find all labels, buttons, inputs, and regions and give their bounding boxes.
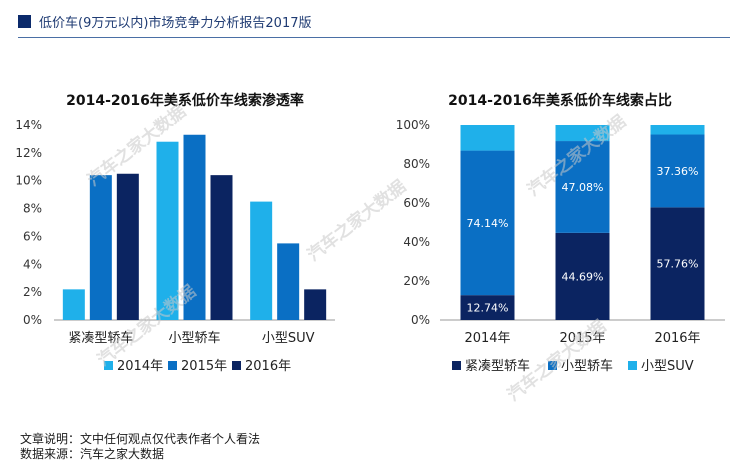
y-tick-label: 2% — [23, 285, 42, 299]
legend-label: 小型SUV — [641, 359, 694, 374]
x-tick-label: 小型轿车 — [168, 330, 220, 346]
x-tick-label: 2016年 — [654, 331, 700, 346]
header-square-icon — [18, 14, 31, 28]
legend-label: 紧凑型轿车 — [465, 358, 530, 374]
legend-swatch — [168, 361, 177, 370]
bar — [210, 175, 233, 320]
legend-swatch — [452, 361, 461, 370]
bar — [62, 289, 85, 320]
stacked-bar-segment — [555, 232, 610, 320]
watermark-text: 汽车之家大数据 — [303, 176, 410, 266]
data-label: 44.69% — [562, 270, 604, 283]
data-label: 12.74% — [467, 302, 509, 315]
data-label: 37.36% — [657, 165, 699, 178]
data-label: 47.08% — [562, 181, 604, 194]
x-tick-label: 2015年 — [559, 331, 605, 346]
x-tick-label: 小型SUV — [262, 331, 315, 346]
bar — [183, 134, 206, 320]
footer-note: 文章说明：文中任何观点仅代表作者个人看法 — [20, 432, 261, 446]
y-tick-label: 100% — [396, 118, 430, 132]
stacked-bar-segment — [555, 125, 610, 142]
y-tick-label: 0% — [411, 313, 430, 327]
legend-label: 2015年 — [181, 359, 227, 374]
bar — [304, 289, 327, 320]
chart-2-title: 2014-2016年美系低价车线索占比 — [448, 93, 672, 109]
chart-1-title: 2014-2016年美系低价车线索渗透率 — [66, 93, 304, 109]
y-tick-label: 0% — [23, 313, 42, 327]
y-tick-label: 4% — [23, 257, 42, 271]
stacked-bar-segment — [460, 295, 515, 320]
y-tick-label: 8% — [23, 202, 42, 216]
data-label: 57.76% — [657, 258, 699, 271]
y-tick-label: 20% — [403, 274, 430, 288]
x-tick-label: 2014年 — [464, 331, 510, 346]
header-divider — [18, 37, 730, 38]
y-tick-label: 40% — [403, 235, 430, 249]
report-header: 低价车(9万元以内)市场竞争力分析报告2017版 — [18, 10, 312, 32]
y-tick-label: 10% — [15, 174, 42, 188]
legend-label: 2016年 — [245, 359, 291, 374]
y-tick-label: 60% — [403, 196, 430, 210]
bar — [250, 201, 273, 320]
bar — [277, 243, 300, 320]
y-tick-label: 14% — [15, 118, 42, 132]
footer-source: 数据来源：汽车之家大数据 — [20, 447, 165, 461]
x-tick-label: 紧凑型轿车 — [68, 330, 133, 346]
y-tick-label: 12% — [15, 146, 42, 160]
legend-swatch — [104, 361, 113, 370]
stacked-bar-segment — [650, 125, 705, 135]
y-tick-label: 6% — [23, 229, 42, 243]
data-label: 74.14% — [467, 217, 509, 230]
bar — [89, 175, 112, 320]
stacked-bar-segment — [555, 141, 610, 233]
stacked-bar-segment — [460, 125, 515, 151]
stacked-bar-segment — [460, 150, 515, 296]
stacked-bar-segment — [650, 134, 705, 208]
legend-swatch — [232, 361, 241, 370]
bar — [116, 173, 139, 320]
y-tick-label: 80% — [403, 157, 430, 171]
legend-label: 小型轿车 — [561, 358, 613, 374]
legend-swatch — [548, 361, 557, 370]
report-title: 低价车(9万元以内)市场竞争力分析报告2017版 — [39, 15, 312, 31]
stacked-bar-segment — [650, 207, 705, 320]
bar — [156, 141, 179, 320]
legend-label: 2014年 — [117, 359, 163, 374]
legend-swatch — [628, 361, 637, 370]
